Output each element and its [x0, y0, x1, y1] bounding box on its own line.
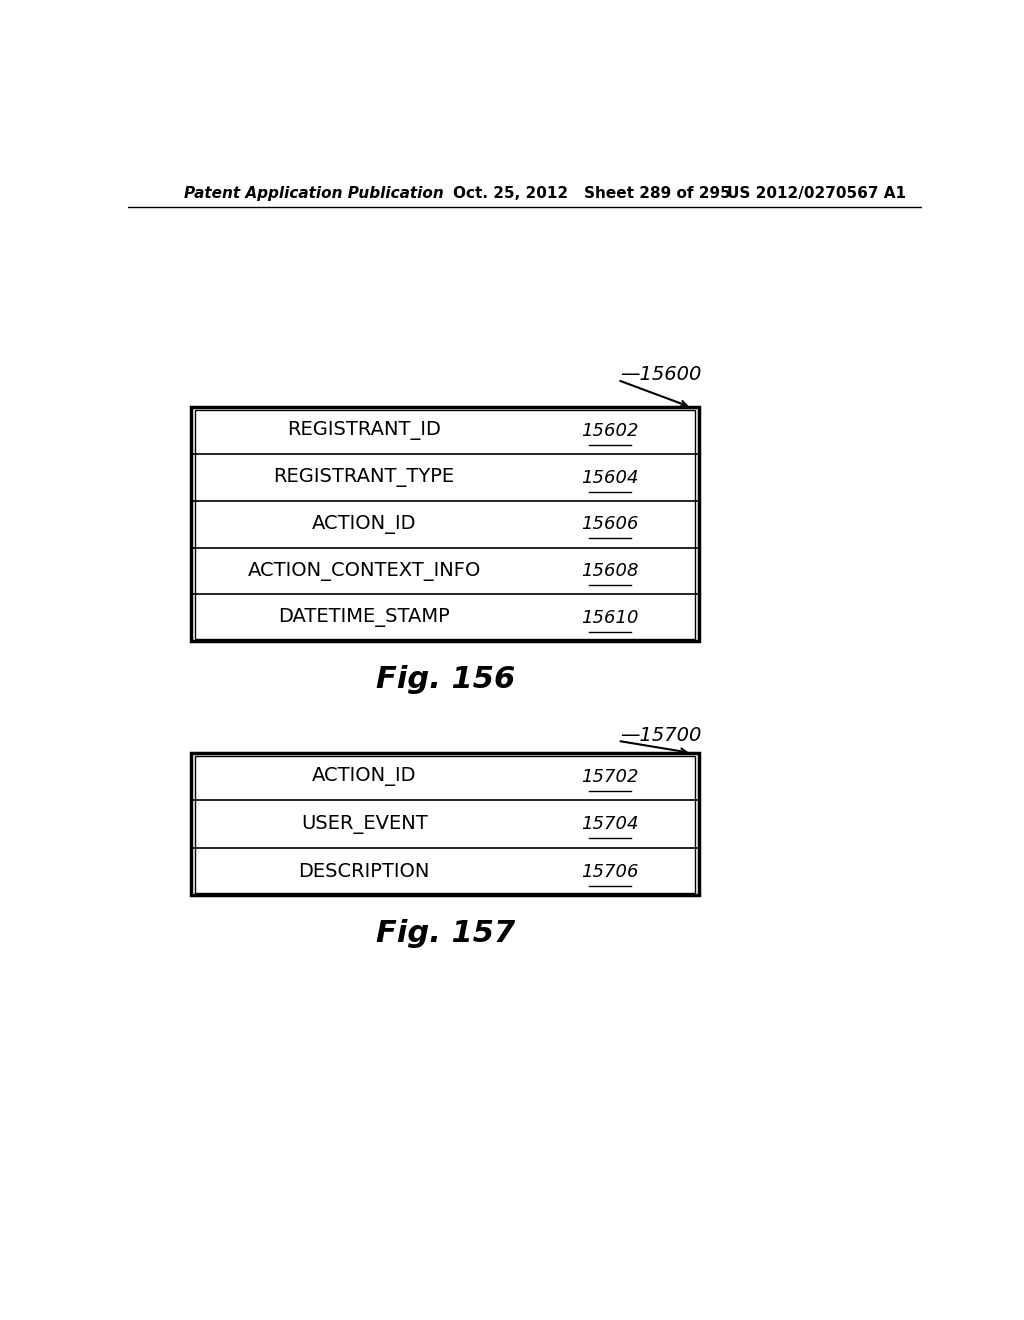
Text: REGISTRANT_TYPE: REGISTRANT_TYPE — [273, 469, 455, 487]
Text: 15706: 15706 — [582, 862, 639, 880]
Text: ACTION_ID: ACTION_ID — [312, 515, 417, 533]
Bar — [191, 752, 699, 895]
Text: Patent Application Publication: Patent Application Publication — [183, 186, 443, 202]
Text: DATETIME_STAMP: DATETIME_STAMP — [279, 609, 451, 627]
Text: US 2012/0270567 A1: US 2012/0270567 A1 — [727, 186, 906, 202]
Text: 15702: 15702 — [582, 768, 639, 785]
Text: USER_EVENT: USER_EVENT — [301, 814, 428, 834]
Text: —15600: —15600 — [620, 366, 701, 384]
Text: ACTION_ID: ACTION_ID — [312, 767, 417, 787]
Text: 15608: 15608 — [582, 562, 639, 579]
Text: Oct. 25, 2012: Oct. 25, 2012 — [454, 186, 568, 202]
Text: 15604: 15604 — [582, 469, 639, 487]
Text: 15704: 15704 — [582, 816, 639, 833]
Text: Sheet 289 of 295: Sheet 289 of 295 — [585, 186, 731, 202]
Text: ACTION_CONTEXT_INFO: ACTION_CONTEXT_INFO — [248, 561, 481, 581]
Text: Fig. 156: Fig. 156 — [376, 665, 515, 694]
Text: 15602: 15602 — [582, 422, 639, 440]
Text: Fig. 157: Fig. 157 — [376, 920, 515, 948]
Text: —15700: —15700 — [620, 726, 701, 746]
Text: REGISTRANT_ID: REGISTRANT_ID — [288, 421, 441, 441]
Text: 15610: 15610 — [582, 609, 639, 627]
Text: DESCRIPTION: DESCRIPTION — [298, 862, 430, 880]
Bar — [191, 408, 699, 642]
Bar — [196, 755, 695, 892]
Bar — [196, 411, 695, 639]
Text: 15606: 15606 — [582, 515, 639, 533]
